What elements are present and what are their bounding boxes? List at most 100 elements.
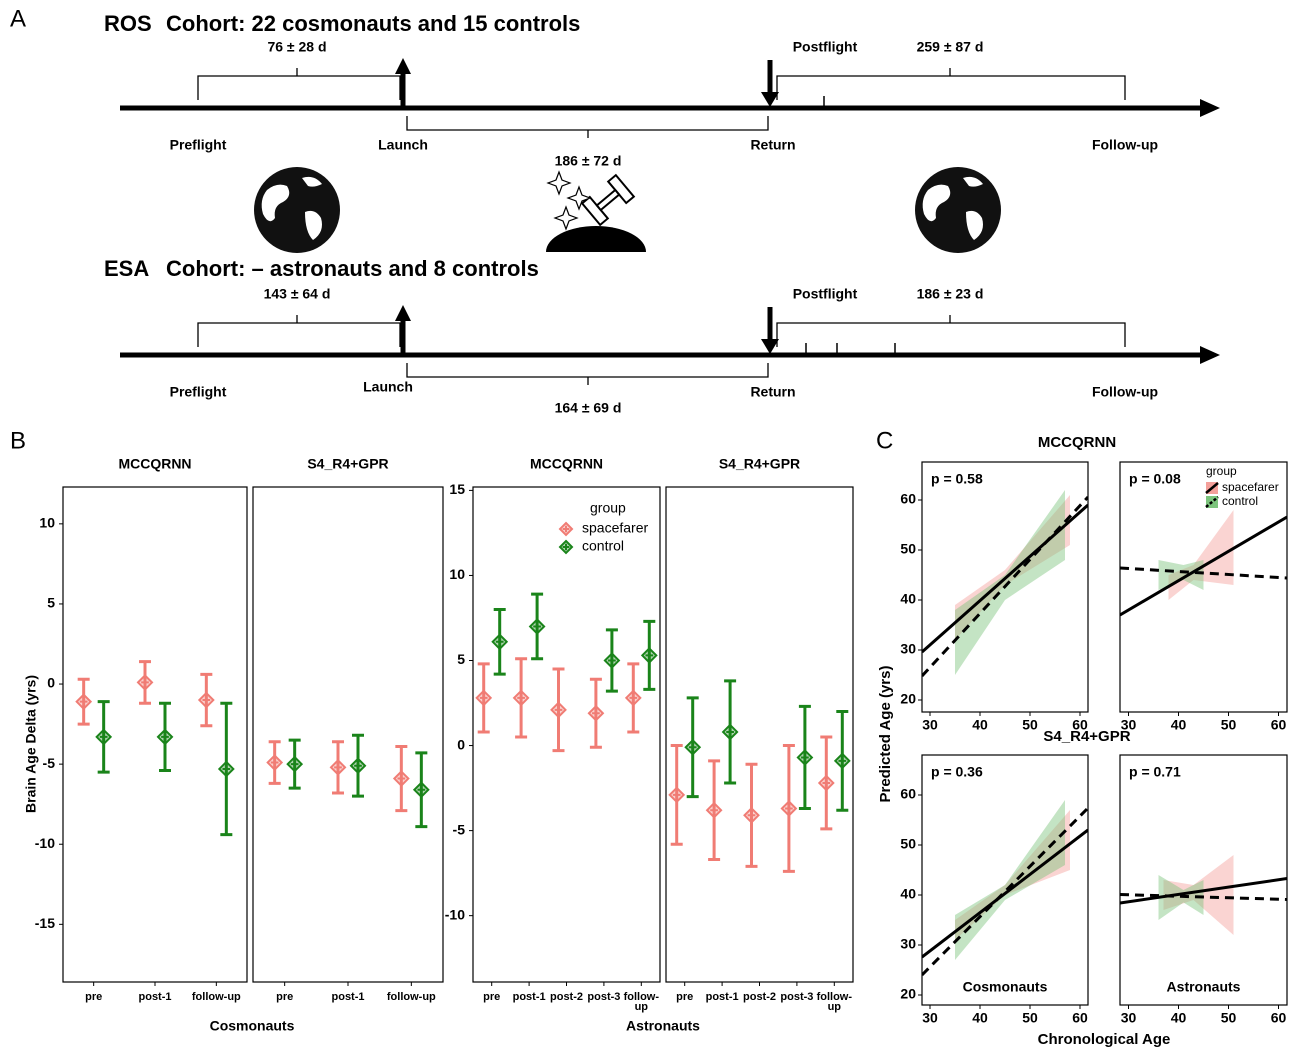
point-marker <box>817 774 835 792</box>
regression-line <box>922 828 1088 959</box>
phase-label: Preflight <box>170 137 227 153</box>
legend-title: group <box>1206 464 1237 478</box>
y-tick-label: 60 <box>900 786 916 802</box>
plot-frame <box>252 486 444 983</box>
y-tick-label: -15 <box>35 915 55 931</box>
phase-label: Return <box>750 137 795 153</box>
y-tick-label: 5 <box>47 595 55 611</box>
plot-area <box>1120 855 1287 935</box>
point-marker <box>721 723 739 741</box>
strip-title: S4_R4+GPR <box>1043 728 1130 745</box>
point-marker <box>136 674 154 691</box>
y-tick-label: -5 <box>43 755 56 771</box>
phase-label: Preflight <box>170 384 227 400</box>
x-tick-label: 50 <box>1022 1010 1038 1026</box>
cohort-name: ROS <box>104 11 152 36</box>
x-tick-label: follow-up <box>624 991 660 1013</box>
x-tick-label: post-3 <box>780 991 813 1003</box>
point-marker <box>266 754 284 771</box>
p-value: p = 0.58 <box>931 471 983 487</box>
point-marker <box>491 633 509 651</box>
timeline-arrowhead <box>1200 346 1220 364</box>
y-tick-label: 10 <box>449 566 465 582</box>
duration: 186 ± 23 d <box>917 286 984 302</box>
x-tick-label: follow-up <box>192 991 241 1003</box>
duration: 259 ± 87 d <box>917 39 984 55</box>
point-marker <box>833 752 851 770</box>
plot-area <box>922 800 1088 977</box>
point-marker <box>156 728 174 746</box>
x-tick-label: 40 <box>972 717 988 733</box>
x-tick-label: 40 <box>972 1010 988 1026</box>
launch-arrowhead <box>395 58 411 74</box>
point-marker <box>780 800 798 817</box>
duration: 76 ± 28 d <box>267 39 326 55</box>
x-tick-label: post-2 <box>550 991 583 1003</box>
legend-label: spacefarer <box>582 520 648 536</box>
confidence-band <box>1158 560 1204 590</box>
y-tick-label: -10 <box>35 835 55 851</box>
regression-line <box>922 503 1088 654</box>
panel-label: B <box>10 427 26 454</box>
point-marker <box>668 786 686 804</box>
globe-icon <box>915 167 1001 253</box>
phase-label: Launch <box>378 137 428 153</box>
group-label: Astronauts <box>1167 979 1241 995</box>
x-tick-label: 30 <box>922 717 938 733</box>
y-tick-label: 60 <box>900 491 916 507</box>
point-marker <box>603 652 621 669</box>
plot-area <box>922 490 1088 678</box>
point-marker <box>796 749 814 766</box>
plot-frame <box>62 486 248 983</box>
y-tick-label: 20 <box>900 691 916 707</box>
y-tick-label: 50 <box>900 836 916 852</box>
x-tick-label: post-1 <box>332 991 365 1003</box>
x-tick-label: post-1 <box>139 991 172 1003</box>
legend-title: group <box>590 500 626 516</box>
x-tick-label: 50 <box>1022 717 1038 733</box>
point-marker <box>743 806 760 824</box>
y-axis-label: Brain Age Delta (yrs) <box>23 675 39 813</box>
point-marker <box>349 757 367 775</box>
x-tick-label: 40 <box>1171 717 1187 733</box>
point-marker <box>392 770 410 787</box>
legend-label: control <box>582 538 624 554</box>
x-axis-label: Cosmonauts <box>210 1018 295 1034</box>
plot-frame <box>1119 754 1288 1006</box>
confidence-band <box>955 495 1070 640</box>
phase-label: Postflight <box>793 286 858 302</box>
x-tick-label: follow-up <box>387 991 436 1003</box>
launch-arrowhead <box>395 305 411 321</box>
x-tick-label: 60 <box>1072 717 1088 733</box>
p-value: p = 0.36 <box>931 764 983 780</box>
y-tick-label: 5 <box>457 651 465 667</box>
point-marker <box>475 689 493 707</box>
return-arrowhead <box>761 92 779 107</box>
y-tick-label: -5 <box>453 821 466 837</box>
x-tick-label: post-2 <box>743 991 776 1003</box>
x-tick-label: pre <box>85 991 102 1003</box>
point-marker <box>512 689 530 707</box>
x-tick-label: 50 <box>1221 717 1237 733</box>
y-tick-label: 20 <box>900 986 916 1002</box>
plot-area <box>1120 510 1287 617</box>
legend-marker <box>558 539 574 555</box>
y-tick-label: 0 <box>457 736 465 752</box>
x-tick-label: 30 <box>922 1010 938 1026</box>
strip-title: MCCQRNN <box>530 456 603 472</box>
phase-label: Launch <box>363 379 413 395</box>
cohort-name: ESA <box>104 256 149 281</box>
point-marker <box>286 755 304 773</box>
group-label: Cosmonauts <box>963 979 1048 995</box>
point-marker <box>75 693 93 711</box>
legend-label: spacefarer <box>1222 480 1279 494</box>
cohort-title: Cohort: – astronauts and 8 controls <box>166 256 539 281</box>
regression-line <box>1120 566 1287 580</box>
plot-frame <box>472 486 661 983</box>
phase-label: Return <box>750 384 795 400</box>
x-tick-label: 40 <box>1171 1010 1187 1026</box>
p-value: p = 0.08 <box>1129 471 1181 487</box>
x-tick-label: 30 <box>1121 1010 1137 1026</box>
duration: 186 ± 72 d <box>555 153 622 169</box>
